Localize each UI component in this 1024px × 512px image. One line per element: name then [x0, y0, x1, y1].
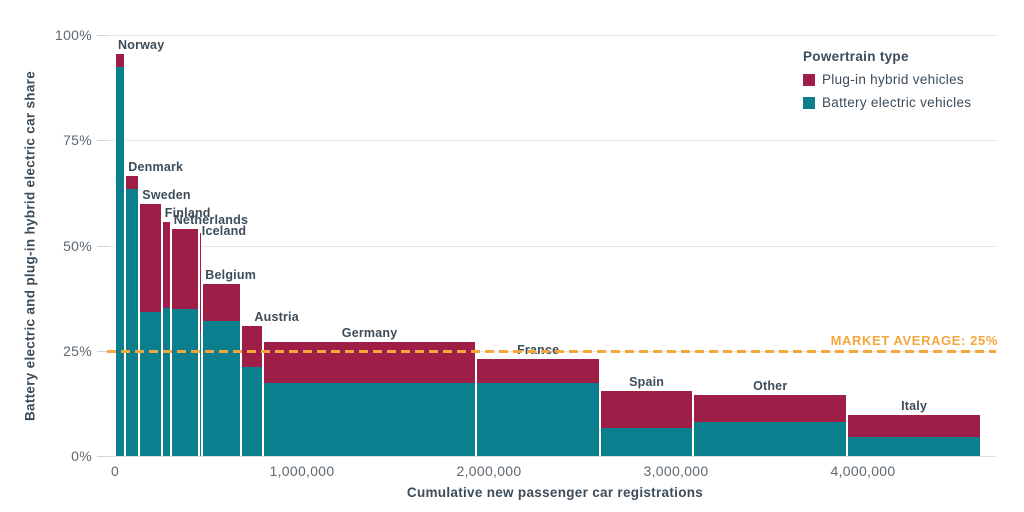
legend-label-phev: Plug-in hybrid vehicles	[822, 72, 964, 87]
gridline-75	[107, 140, 996, 142]
bar-belgium-phev-segment	[203, 284, 241, 321]
bar-finland-phev-segment	[162, 222, 170, 309]
gridline-50	[107, 245, 996, 247]
bar-iceland-phev-segment	[199, 233, 202, 334]
market-average-line	[107, 349, 996, 353]
bar-label-belgium: Belgium	[205, 268, 257, 283]
y-tick-label-25: 25%	[63, 342, 92, 359]
bar-denmark	[125, 175, 140, 456]
bar-sweden-phev-segment	[140, 204, 161, 313]
bar-label-italy: Italy	[901, 399, 928, 414]
bar-sweden	[139, 204, 162, 456]
bar-austria-phev-segment	[242, 325, 262, 367]
y-tick-label-50: 50%	[63, 237, 92, 254]
y-tick-75	[97, 140, 107, 142]
x-tick-label-2000000: 2,000,000	[456, 463, 522, 479]
bar-iceland-bev-segment	[199, 333, 202, 456]
bar-label-austria: Austria	[254, 309, 299, 324]
bar-belgium	[202, 284, 242, 456]
x-axis-title: Cumulative new passenger car registratio…	[406, 485, 704, 500]
bar-germany-phev-segment	[263, 341, 476, 383]
bar-austria	[241, 325, 263, 456]
bar-norway-phev-segment	[116, 54, 125, 67]
bar-netherlands-bev-segment	[171, 309, 198, 456]
y-tick-25	[97, 350, 107, 352]
bar-france	[476, 359, 601, 456]
legend-title: Powertrain type	[803, 49, 909, 64]
y-tick-label-75: 75%	[63, 132, 92, 149]
bar-other-phev-segment	[694, 394, 847, 423]
bar-italy-phev-segment	[848, 415, 980, 437]
bar-label-spain: Spain	[629, 374, 665, 389]
bar-spain	[600, 390, 694, 456]
bar-italy	[847, 415, 981, 456]
legend-item-bev: Battery electric vehicles	[803, 95, 971, 110]
bar-italy-bev-segment	[848, 436, 980, 456]
bar-label-germany: Germany	[341, 325, 398, 340]
bar-spain-bev-segment	[601, 428, 693, 456]
bar-label-netherlands: Netherlands	[173, 212, 249, 227]
y-tick-100	[97, 35, 107, 36]
y-tick-50	[97, 245, 107, 247]
bar-france-phev-segment	[477, 359, 600, 383]
bar-label-norway: Norway	[118, 38, 165, 53]
bar-denmark-bev-segment	[126, 188, 139, 456]
bar-france-bev-segment	[477, 382, 600, 456]
bar-norway	[115, 54, 126, 456]
bar-label-denmark: Denmark	[128, 159, 184, 174]
phev-color-swatch-icon	[803, 73, 815, 86]
bar-germany	[262, 341, 477, 456]
bar-label-finland: Finland	[164, 206, 211, 221]
bar-sweden-bev-segment	[140, 312, 161, 456]
bar-label-iceland: Iceland	[201, 224, 247, 239]
bar-belgium-bev-segment	[203, 320, 241, 456]
y-tick-0	[97, 456, 107, 457]
legend-item-phev: Plug-in hybrid vehicles	[803, 72, 971, 87]
market-average-label: MARKET AVERAGE: 25%	[830, 332, 998, 348]
bar-netherlands-phev-segment	[171, 228, 198, 310]
bar-other	[693, 394, 848, 456]
bar-austria-bev-segment	[242, 366, 262, 456]
bar-finland	[161, 222, 171, 456]
bar-netherlands	[170, 228, 199, 456]
bar-spain-phev-segment	[601, 390, 693, 429]
x-tick-label-4000000: 4,000,000	[830, 463, 896, 479]
x-tick-label-1000000: 1,000,000	[269, 463, 335, 479]
bar-denmark-phev-segment	[126, 175, 139, 189]
bar-finland-bev-segment	[162, 308, 170, 456]
bar-label-other: Other	[753, 378, 788, 393]
gridline-100	[107, 35, 996, 36]
bar-label-sweden: Sweden	[142, 188, 191, 203]
legend: Powertrain type Plug-in hybrid vehicles …	[803, 49, 971, 118]
x-tick-label-3000000: 3,000,000	[643, 463, 709, 479]
bar-germany-bev-segment	[263, 382, 476, 456]
bev-color-swatch-icon	[803, 96, 815, 109]
gridline-0	[107, 456, 996, 457]
y-tick-label-100: 100%	[54, 27, 92, 43]
legend-label-bev: Battery electric vehicles	[822, 95, 972, 110]
bar-norway-bev-segment	[116, 66, 125, 456]
bar-iceland	[198, 233, 203, 456]
bar-other-bev-segment	[694, 422, 847, 456]
x-tick-label-0: 0	[110, 463, 120, 479]
y-tick-label-0: 0%	[71, 448, 92, 464]
